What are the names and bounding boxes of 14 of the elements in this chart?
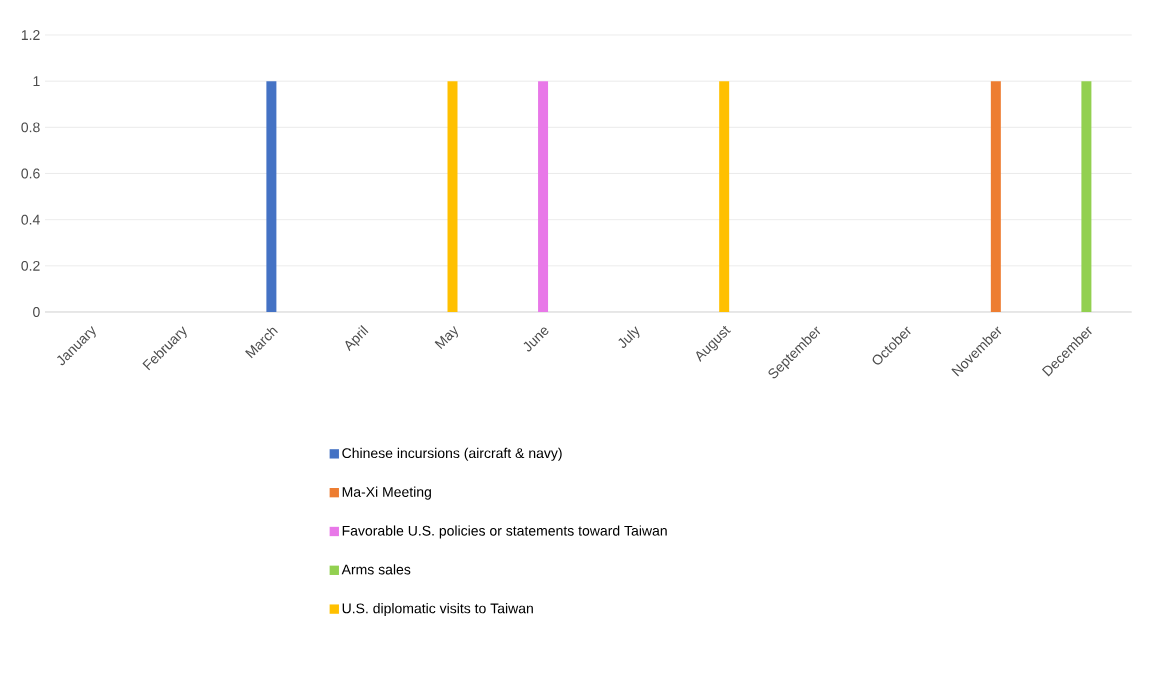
y-tick-label: 0.8 bbox=[21, 122, 40, 133]
legend-label: Chinese incursions (aircraft & navy) bbox=[342, 447, 562, 461]
y-tick-label: 0.4 bbox=[21, 214, 40, 225]
legend-label: Ma-Xi Meeting bbox=[342, 486, 431, 500]
y-tick-label: 1.2 bbox=[21, 30, 40, 40]
x-tick-label: May bbox=[434, 325, 458, 350]
x-tick-label: July bbox=[618, 326, 640, 348]
legend-label: Favorable U.S. policies or statements toward Taiwan bbox=[342, 525, 667, 539]
y-tick-label: 1 bbox=[33, 76, 40, 86]
y-tick-label: 0 bbox=[33, 307, 40, 317]
y-tick-label: 0.2 bbox=[21, 260, 40, 271]
legend-label: Arms sales bbox=[341, 564, 411, 575]
y-tick-label: 0.6 bbox=[21, 168, 40, 179]
legend-label: U.S. diplomatic visits to Taiwan bbox=[342, 603, 533, 617]
